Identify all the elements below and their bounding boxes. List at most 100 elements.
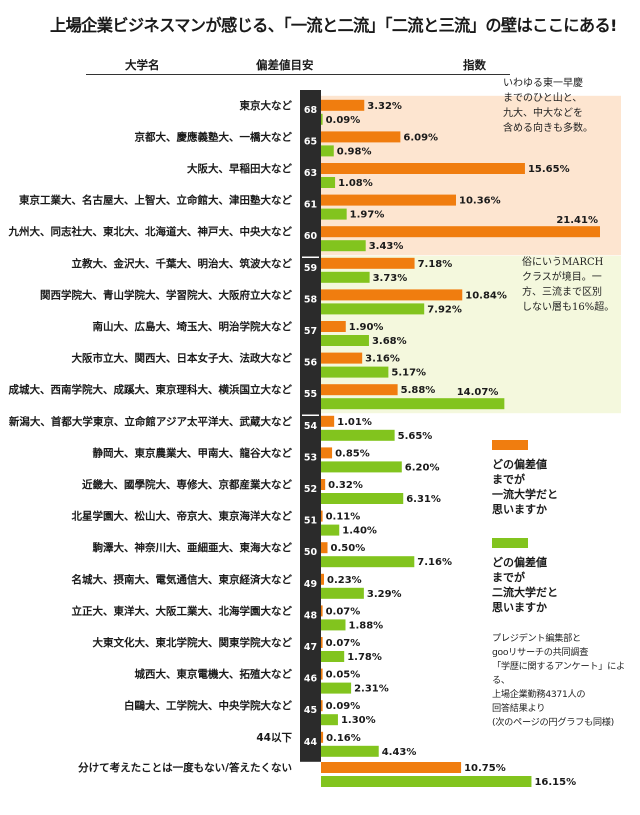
bar-label-second: 7.92% bbox=[427, 304, 462, 315]
bar-label-first: 0.32% bbox=[328, 480, 363, 491]
bar-label-second: 1.88% bbox=[348, 620, 383, 631]
bar-second bbox=[321, 776, 532, 787]
bar-label-first: 5.88% bbox=[401, 385, 436, 396]
bar-second bbox=[321, 177, 336, 188]
bar-first bbox=[321, 668, 323, 680]
deviation-value: 47 bbox=[304, 642, 317, 653]
deviation-value: 48 bbox=[304, 610, 318, 621]
bar-second bbox=[321, 429, 395, 441]
note-top: いわゆる東一早慶 までのひと山と、 九大、中大などを 含める向きも多数。 bbox=[503, 78, 593, 134]
bar-second bbox=[321, 745, 379, 757]
bar-label-second: 14.07% bbox=[457, 387, 499, 398]
deviation-value: 44 bbox=[304, 737, 318, 748]
bar-first bbox=[321, 479, 326, 490]
category-label: 大阪大、早稲田大など bbox=[187, 162, 292, 175]
category-label: 城西大、東京電機大、拓殖大など bbox=[135, 668, 293, 681]
bar-second bbox=[321, 493, 404, 504]
bar-label-first: 0.09% bbox=[326, 701, 361, 712]
bar-first bbox=[321, 384, 398, 396]
category-label: 立教大、金沢大、千葉大、明治大、筑波大など bbox=[72, 257, 293, 270]
bar-label-first: 0.07% bbox=[326, 638, 361, 649]
bar-second bbox=[321, 366, 389, 378]
bar-label-second: 3.43% bbox=[369, 241, 404, 252]
bar-first bbox=[321, 762, 462, 773]
deviation-value: 68 bbox=[304, 105, 318, 116]
category-label: 新潟大、首都大学東京、立命館アジア太平洋大、武蔵大など bbox=[9, 415, 293, 428]
category-label: 北星学園大、松山大、帝京大、東京海洋大など bbox=[72, 510, 293, 523]
bar-label-first: 21.41% bbox=[556, 215, 598, 226]
deviation-value: 60 bbox=[304, 231, 318, 242]
bar-label-second: 4.43% bbox=[382, 747, 417, 758]
bar-second bbox=[321, 303, 425, 315]
legend-orange-label: どの偏差値 までが 一流大学だと 思いますか bbox=[492, 458, 558, 516]
category-label: 大阪市立大、関西大、日本女子大、法政大など bbox=[72, 352, 293, 365]
header-deviation: 偏差値目安 bbox=[256, 58, 314, 72]
bar-first bbox=[321, 700, 323, 712]
bar-second bbox=[321, 714, 338, 726]
bar-first bbox=[321, 447, 333, 459]
bar-first bbox=[321, 99, 365, 111]
bar-first bbox=[321, 637, 323, 648]
category-label: 東京大など bbox=[240, 99, 293, 112]
bar-label-second: 5.65% bbox=[398, 431, 433, 442]
bar-second bbox=[321, 240, 366, 252]
bar-label-second: 5.17% bbox=[391, 368, 426, 379]
bar-label-second: 1.08% bbox=[338, 178, 373, 189]
category-label: 立正大、東洋大、大阪工業大、北海学園大など bbox=[72, 604, 293, 617]
bar-first bbox=[321, 352, 363, 364]
bar-label-first: 0.16% bbox=[326, 733, 361, 744]
bar-first bbox=[321, 731, 324, 743]
bar-label-first: 1.01% bbox=[337, 417, 372, 428]
bar-label-first: 0.23% bbox=[327, 575, 362, 586]
bar-second bbox=[321, 619, 346, 631]
deviation-value: 61 bbox=[304, 200, 317, 211]
bar-second bbox=[321, 556, 415, 568]
deviation-value: 45 bbox=[304, 705, 317, 716]
bar-label-first: 0.85% bbox=[335, 448, 370, 459]
category-label: 名城大、摂南大、電気通信大、東京経済大など bbox=[72, 573, 293, 586]
category-label: 白鷗大、工学院大、中央学院大など bbox=[124, 699, 292, 712]
bar-label-second: 0.98% bbox=[337, 146, 372, 157]
bar-second bbox=[321, 271, 370, 283]
bar-label-first: 10.75% bbox=[464, 763, 506, 774]
category-label: 成城大、西南学院大、成蹊大、東京理科大、横浜国立大など bbox=[9, 383, 293, 396]
deviation-value: 55 bbox=[304, 389, 317, 400]
category-label: 南山大、広島大、埼玉大、明治学院大など bbox=[93, 320, 293, 333]
category-label: 近畿大、國學院大、専修大、京都産業大など bbox=[82, 478, 292, 491]
category-label: 44以下 bbox=[256, 732, 292, 744]
bar-second bbox=[321, 461, 402, 473]
deviation-value: 49 bbox=[304, 579, 317, 590]
bar-first bbox=[321, 289, 463, 301]
bar-second bbox=[321, 524, 340, 536]
bar-first bbox=[321, 542, 328, 554]
bar-second bbox=[321, 651, 345, 662]
bar-label-first: 0.05% bbox=[326, 670, 361, 681]
bar-label-second: 0.09% bbox=[326, 115, 361, 126]
bar-label-second: 3.68% bbox=[372, 336, 407, 347]
deviation-value: 53 bbox=[304, 452, 317, 463]
category-label: 東京工業大、名古屋大、上智大、立命館大、津田塾大など bbox=[19, 194, 292, 207]
bar-label-second: 1.78% bbox=[347, 652, 382, 663]
bar-label-first: 3.16% bbox=[365, 354, 400, 365]
bar-label-second: 1.97% bbox=[350, 210, 385, 221]
bar-first bbox=[321, 605, 323, 617]
category-label: 大東文化大、東北学院大、関東学院大など bbox=[93, 636, 293, 649]
bar-label-first: 1.90% bbox=[349, 322, 384, 333]
bar-label-first: 7.18% bbox=[418, 259, 453, 270]
deviation-value: 50 bbox=[304, 547, 318, 558]
bar-first bbox=[321, 573, 324, 585]
category-label: 関西学院大、青山学院大、学習院大、大阪府立大など bbox=[40, 288, 292, 301]
category-label: 静岡大、東京農業大、甲南大、龍谷大など bbox=[93, 446, 293, 459]
source-note: プレジデント編集部と gooリサーチの共同調査 「学歴に関するアンケート」による… bbox=[492, 633, 625, 728]
legend-green-label: どの偏差値 までが 二流大学だと 思いますか bbox=[492, 556, 558, 614]
deviation-value: 58 bbox=[304, 294, 318, 305]
bar-label-second: 6.31% bbox=[406, 494, 441, 505]
bar-second bbox=[321, 398, 505, 410]
page-title: 上場企業ビジネスマンが感じる、「一流と二流」「二流と三流」の壁はここにある! bbox=[50, 16, 617, 35]
category-label: 駒澤大、神奈川大、亜細亜大、東海大など bbox=[92, 541, 293, 554]
deviation-value: 65 bbox=[304, 136, 317, 147]
bar-second bbox=[321, 208, 347, 220]
bar-label-second: 1.40% bbox=[342, 526, 377, 537]
bar-label-first: 15.65% bbox=[528, 164, 570, 175]
